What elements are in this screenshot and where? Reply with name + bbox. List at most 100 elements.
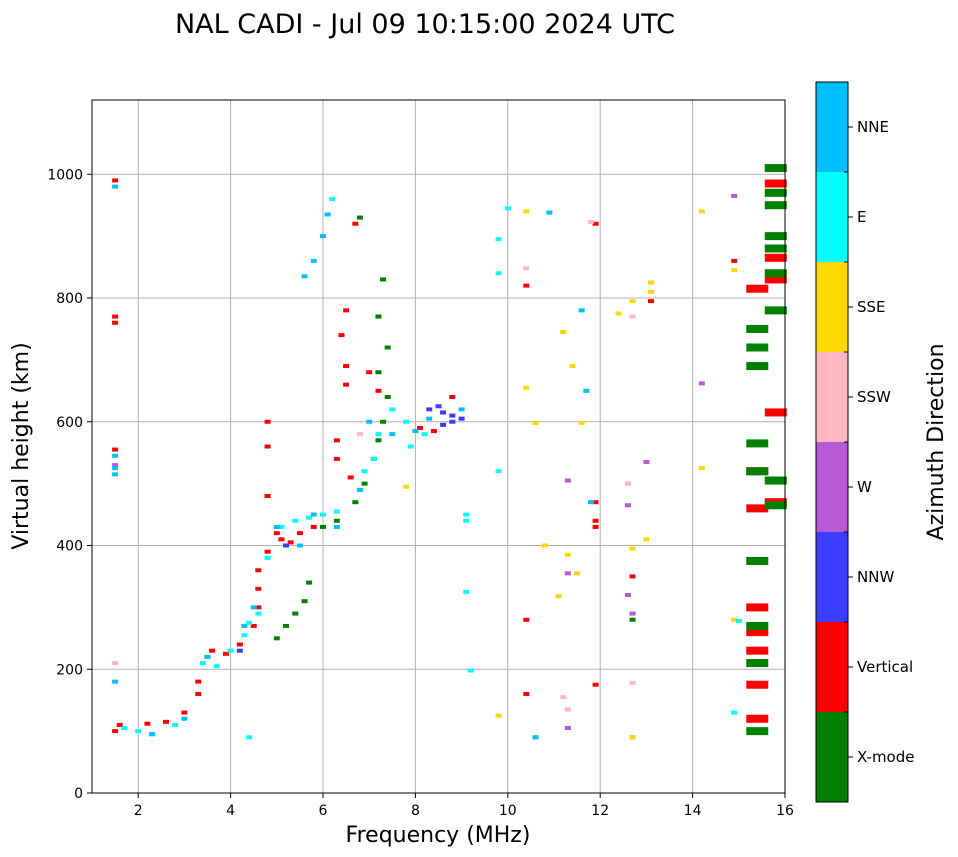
data-point-e: [320, 512, 326, 517]
x-tick-label: 2: [134, 803, 143, 819]
data-point-x-mode: [361, 481, 368, 486]
data-point-e: [495, 271, 502, 276]
data-point-vertical: [264, 549, 271, 554]
data-point-vertical: [592, 518, 599, 523]
data-point-nne: [333, 524, 340, 529]
x-tick-label: 16: [776, 803, 794, 819]
colorbar-label-x-mode: X-mode: [857, 748, 914, 766]
data-point-vertical: [278, 537, 285, 542]
data-point-vertical: [144, 721, 151, 726]
colorbar-segment-ssw: [816, 352, 848, 442]
data-point-x-mode: [764, 232, 787, 241]
y-tick-label: 0: [74, 786, 83, 802]
data-point-nne: [578, 308, 585, 313]
data-point-sse: [532, 420, 539, 425]
data-point-vertical: [273, 531, 280, 536]
colorbar-frame: [815, 81, 849, 803]
data-point-sse: [615, 311, 622, 316]
data-point-nne: [366, 419, 373, 424]
data-point-nne: [546, 210, 553, 215]
data-point-vertical: [366, 370, 373, 375]
data-point-x-mode: [746, 324, 769, 333]
data-point-vertical: [592, 524, 599, 529]
data-point-ssw: [629, 680, 636, 685]
data-point-e: [467, 668, 474, 673]
data-point-e: [389, 407, 396, 412]
data-point-vertical: [347, 475, 354, 480]
data-point-vertical: [333, 438, 340, 443]
data-point-x-mode: [764, 164, 787, 173]
data-point-e: [370, 456, 377, 461]
data-point-vertical: [746, 714, 769, 723]
colorbar-label-e: E: [857, 208, 866, 226]
data-point-sse: [731, 617, 738, 622]
data-point-e: [227, 648, 234, 653]
y-tick-label: 800: [56, 291, 83, 307]
data-points: [112, 164, 787, 740]
data-point-x-mode: [306, 580, 313, 585]
data-point-sse: [648, 289, 655, 294]
data-point-vertical: [746, 646, 769, 655]
data-point-vertical: [592, 221, 599, 226]
data-point-vertical: [209, 648, 216, 653]
y-axis-label: Virtual height (km): [9, 342, 34, 549]
colorbar-segment-nnw: [816, 532, 848, 622]
data-point-vertical: [255, 568, 262, 573]
data-point-vertical: [162, 719, 169, 724]
data-point-ssw: [356, 432, 363, 437]
y-axis-ticks: 0 200 400 600 800 1000: [47, 167, 92, 802]
x-tick-label: 6: [319, 803, 328, 819]
data-point-vertical: [264, 494, 271, 498]
data-point-x-mode: [746, 362, 769, 371]
data-point-x-mode: [283, 623, 290, 628]
data-point-sse: [555, 594, 562, 599]
data-point-vertical: [648, 299, 655, 304]
x-tick-label: 8: [411, 803, 420, 819]
data-point-e: [292, 518, 299, 523]
data-point-nnw: [440, 422, 447, 427]
data-point-vertical: [746, 628, 769, 637]
data-point-e: [361, 469, 368, 474]
data-point-vertical: [112, 447, 119, 452]
data-point-nnw: [236, 648, 243, 653]
data-point-x-mode: [764, 201, 787, 210]
data-point-sse: [403, 484, 410, 489]
data-point-vertical: [352, 221, 359, 226]
data-point-sse: [569, 364, 576, 369]
colorbar-label-sse: SSE: [857, 298, 886, 316]
data-point-vertical: [255, 605, 262, 610]
x-tick-label: 12: [591, 803, 609, 819]
y-tick-label: 600: [56, 415, 83, 431]
data-point-x-mode: [746, 621, 769, 630]
data-point-e: [135, 729, 142, 734]
data-point-vertical: [746, 284, 769, 293]
data-point-vertical: [449, 395, 456, 399]
data-point-e: [504, 206, 511, 211]
azimuth-colorbar: X-mode Vertical NNW W SSW SSE E NNE: [815, 81, 914, 803]
data-point-sse: [698, 209, 705, 214]
data-point-vertical: [195, 679, 202, 684]
data-point-sse: [578, 420, 585, 425]
data-point-vertical: [264, 419, 271, 424]
data-point-x-mode: [746, 727, 769, 736]
data-point-vertical: [523, 692, 530, 696]
data-point-nne: [412, 429, 419, 434]
data-point-e: [199, 661, 206, 666]
plot-frame: [91, 99, 786, 794]
data-point-vertical: [116, 722, 123, 727]
data-point-nne: [583, 388, 590, 393]
data-point-x-mode: [333, 518, 340, 523]
data-point-x-mode: [292, 611, 299, 616]
data-point-vertical: [343, 382, 350, 387]
data-point-vertical: [112, 729, 119, 734]
data-point-sse: [495, 713, 502, 718]
data-point-nne: [310, 512, 317, 517]
colorbar-segment-e: [816, 172, 848, 262]
colorbar-title: Azimuth Direction: [924, 343, 949, 540]
chart-title: NAL CADI - Jul 09 10:15:00 2024 UTC: [175, 9, 675, 40]
data-point-vertical: [629, 574, 636, 579]
data-point-e: [731, 710, 738, 715]
data-point-nne: [204, 654, 211, 659]
data-point-x-mode: [746, 467, 769, 476]
